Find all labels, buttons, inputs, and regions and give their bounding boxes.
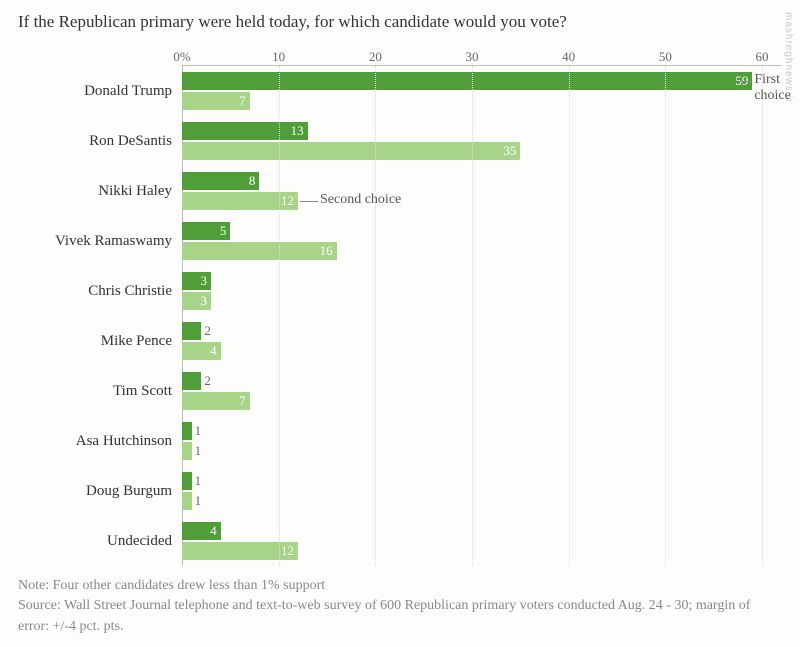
candidate-label: Ron DeSantis <box>18 116 182 166</box>
first-choice-bar: 1 <box>182 422 192 440</box>
annotation-line <box>300 201 318 202</box>
first-choice-value: 2 <box>204 373 211 389</box>
first-choice-value: 2 <box>204 323 211 339</box>
second-choice-value: 16 <box>320 243 333 259</box>
first-choice-bar: 13 <box>182 122 308 140</box>
axis-tick: 60 <box>756 49 769 65</box>
second-choice-value: 12 <box>281 193 294 209</box>
second-choice-bar: 3 <box>182 292 211 310</box>
first-choice-value: 8 <box>249 173 256 189</box>
second-choice-value: 3 <box>201 293 208 309</box>
axis-tick: 40 <box>562 49 575 65</box>
second-choice-bar: 35 <box>182 142 520 160</box>
second-choice-value: 1 <box>195 493 202 509</box>
candidate-label: Tim Scott <box>18 366 182 416</box>
second-choice-value: 4 <box>210 343 217 359</box>
chart-footer: Note: Four other candidates drew less th… <box>18 576 782 637</box>
gridline <box>279 66 280 566</box>
first-choice-value: 5 <box>220 223 227 239</box>
second-choice-value: 7 <box>239 93 246 109</box>
second-choice-bar: 1 <box>182 492 192 510</box>
axis-tick: 0% <box>173 49 190 65</box>
bar-row: 11 <box>182 416 782 466</box>
candidate-label: Asa Hutchinson <box>18 416 182 466</box>
candidate-label: Nikki Haley <box>18 166 182 216</box>
candidate-label: Donald Trump <box>18 66 182 116</box>
bar-row: 5 16 <box>182 216 782 266</box>
second-choice-bar: 12 <box>182 542 298 560</box>
first-choice-annotation: First choice <box>754 72 791 104</box>
first-choice-bar: 3 <box>182 272 211 290</box>
bar-row: 33 <box>182 266 782 316</box>
second-choice-bar: 4 <box>182 342 221 360</box>
first-choice-bar: 4 <box>182 522 221 540</box>
first-choice-value: 1 <box>195 473 202 489</box>
bar-row: 13 35 <box>182 116 782 166</box>
chart-title: If the Republican primary were held toda… <box>18 12 782 32</box>
second-choice-value: 35 <box>503 143 516 159</box>
first-choice-bar: 8 <box>182 172 259 190</box>
second-choice-value: 7 <box>239 393 246 409</box>
gridline <box>375 66 376 566</box>
candidate-label: Undecided <box>18 516 182 566</box>
bar-row: 11 <box>182 466 782 516</box>
footer-source: Source: Wall Street Journal telephone an… <box>18 596 782 637</box>
first-choice-bar: 2 <box>182 372 201 390</box>
first-choice-bar: 2 <box>182 322 201 340</box>
bar-row: 597 <box>182 66 782 116</box>
axis-tick: 50 <box>659 49 672 65</box>
plot-area: 0%102030405060 5971335812516332427111141… <box>182 44 782 566</box>
axis-tick: 10 <box>272 49 285 65</box>
gridline <box>472 66 473 566</box>
second-choice-bar: 1 <box>182 442 192 460</box>
axis-tick: 30 <box>466 49 479 65</box>
x-axis: 0%102030405060 <box>182 44 782 66</box>
first-choice-value: 3 <box>201 273 208 289</box>
first-choice-value: 13 <box>291 123 304 139</box>
chart-container: Donald TrumpRon DeSantisNikki HaleyVivek… <box>18 44 782 566</box>
candidate-label: Doug Burgum <box>18 466 182 516</box>
first-choice-value: 1 <box>195 423 202 439</box>
annotation-line <box>737 81 751 82</box>
first-choice-bar: 5 <box>182 222 230 240</box>
bar-row: 27 <box>182 366 782 416</box>
second-choice-value: 12 <box>281 543 294 559</box>
bar-row: 24 <box>182 316 782 366</box>
second-choice-bar: 16 <box>182 242 337 260</box>
axis-tick: 20 <box>369 49 382 65</box>
bar-row: 4 12 <box>182 516 782 566</box>
second-choice-value: 1 <box>195 443 202 459</box>
first-choice-value: 4 <box>210 523 217 539</box>
first-choice-bar: 1 <box>182 472 192 490</box>
footer-note: Note: Four other candidates drew less th… <box>18 576 782 596</box>
gridline <box>569 66 570 566</box>
labels-column: Donald TrumpRon DeSantisNikki HaleyVivek… <box>18 44 182 566</box>
candidate-label: Vivek Ramaswamy <box>18 216 182 266</box>
first-choice-bar: 59 <box>182 72 752 90</box>
gridline <box>665 66 666 566</box>
second-choice-annotation: Second choice <box>320 192 401 208</box>
gridline <box>762 66 763 566</box>
second-choice-bar: 12 <box>182 192 298 210</box>
candidate-label: Mike Pence <box>18 316 182 366</box>
second-choice-bar: 7 <box>182 92 250 110</box>
bar-row: 8 12 <box>182 166 782 216</box>
second-choice-bar: 7 <box>182 392 250 410</box>
candidate-label: Chris Christie <box>18 266 182 316</box>
